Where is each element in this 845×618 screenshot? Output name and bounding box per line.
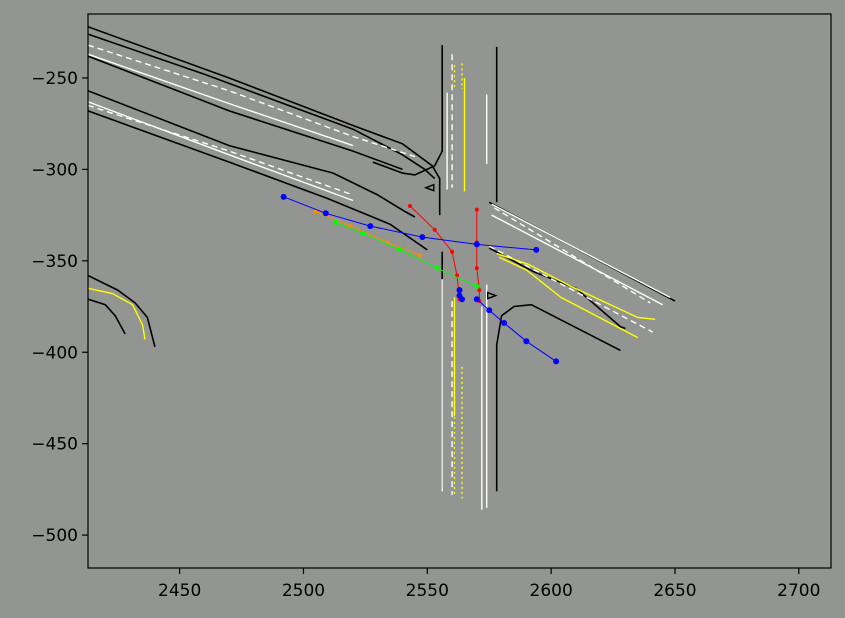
trajectory-point-2-3 — [417, 253, 422, 258]
x-tick-label-2700: 2700 — [777, 581, 820, 601]
trajectory-point-6-0 — [473, 296, 480, 303]
plot-frame — [87, 13, 832, 569]
trajectory-point-6-1 — [486, 307, 493, 314]
trajectory-point-1-3 — [477, 288, 482, 293]
trajectory-point-2-1 — [348, 224, 353, 229]
lane-marking-1 — [88, 101, 354, 202]
right-arrow-marker — [486, 291, 498, 300]
road-edge-3 — [88, 90, 416, 218]
y-tick-label--250: −250 — [31, 69, 78, 89]
trajectory-point-0-0 — [407, 203, 412, 208]
road-edge-10 — [495, 303, 621, 492]
lane-marking-0 — [88, 53, 354, 147]
trajectory-point-3-1 — [360, 230, 366, 236]
trajectory-point-6-2 — [501, 319, 508, 326]
lane-marking-5 — [491, 214, 663, 306]
x-tick-label-2600: 2600 — [530, 581, 573, 601]
y-tick-label--500: −500 — [31, 526, 78, 546]
trajectory-point-1-0 — [474, 207, 479, 212]
trajectory-point-1-2 — [474, 266, 479, 271]
trajectory-point-4-4 — [473, 241, 480, 248]
road-edge-2 — [88, 55, 403, 171]
trajectory-point-3-2 — [397, 247, 403, 253]
dashed-lane-marking-3 — [493, 207, 651, 304]
axes: 2450 2500 2550 2600 2650 2700 −250 −300 −350 −400… — [31, 69, 820, 601]
x-tick-label-2500: 2500 — [282, 581, 325, 601]
center-line-3 — [498, 256, 639, 339]
x-tick-label-2450: 2450 — [158, 581, 201, 601]
trajectory-point-3-0 — [333, 219, 339, 225]
trajectory-point-4-1 — [322, 210, 329, 217]
y-tick-label--350: −350 — [31, 252, 78, 272]
center-line-4 — [88, 287, 146, 340]
trajectory-layer — [280, 193, 560, 365]
road-edge-11 — [88, 274, 156, 347]
trajectory-point-2-0 — [313, 209, 318, 214]
trajectory-line-4 — [283, 196, 537, 251]
road-map-layer — [88, 26, 676, 510]
y-tick-label--400: −400 — [31, 343, 78, 363]
trajectory-point-3-3 — [434, 265, 440, 271]
trajectory-point-6-4 — [553, 358, 560, 365]
trajectory-point-3-4 — [474, 283, 480, 289]
trajectory-point-5-0 — [456, 287, 463, 294]
lane-marking-4 — [491, 203, 671, 299]
road-edge-0 — [88, 26, 441, 216]
road-edge-1 — [88, 33, 436, 180]
trajectory-point-0-1 — [432, 227, 437, 232]
trajectory-point-4-3 — [419, 234, 426, 241]
x-tick-label-2650: 2650 — [653, 581, 696, 601]
trajectory-point-6-3 — [523, 338, 530, 345]
y-tick-label--300: −300 — [31, 160, 78, 180]
trajectory-point-0-2 — [450, 249, 455, 254]
trajectory-line-2 — [315, 211, 421, 256]
road-edge-12 — [88, 298, 126, 335]
road-edge-5 — [372, 45, 444, 176]
left-arrow-marker — [423, 183, 435, 192]
x-tick-label-2550: 2550 — [406, 581, 449, 601]
center-line-2 — [496, 252, 656, 320]
trajectory-point-4-2 — [367, 223, 374, 230]
dashed-lane-marking-1 — [88, 104, 354, 196]
trajectory-point-5-2 — [458, 296, 465, 303]
trajectory-point-4-5 — [533, 246, 540, 253]
y-tick-label--450: −450 — [31, 435, 78, 455]
dashed-lane-marking-0 — [88, 44, 416, 158]
trajectory-point-4-0 — [280, 193, 287, 200]
